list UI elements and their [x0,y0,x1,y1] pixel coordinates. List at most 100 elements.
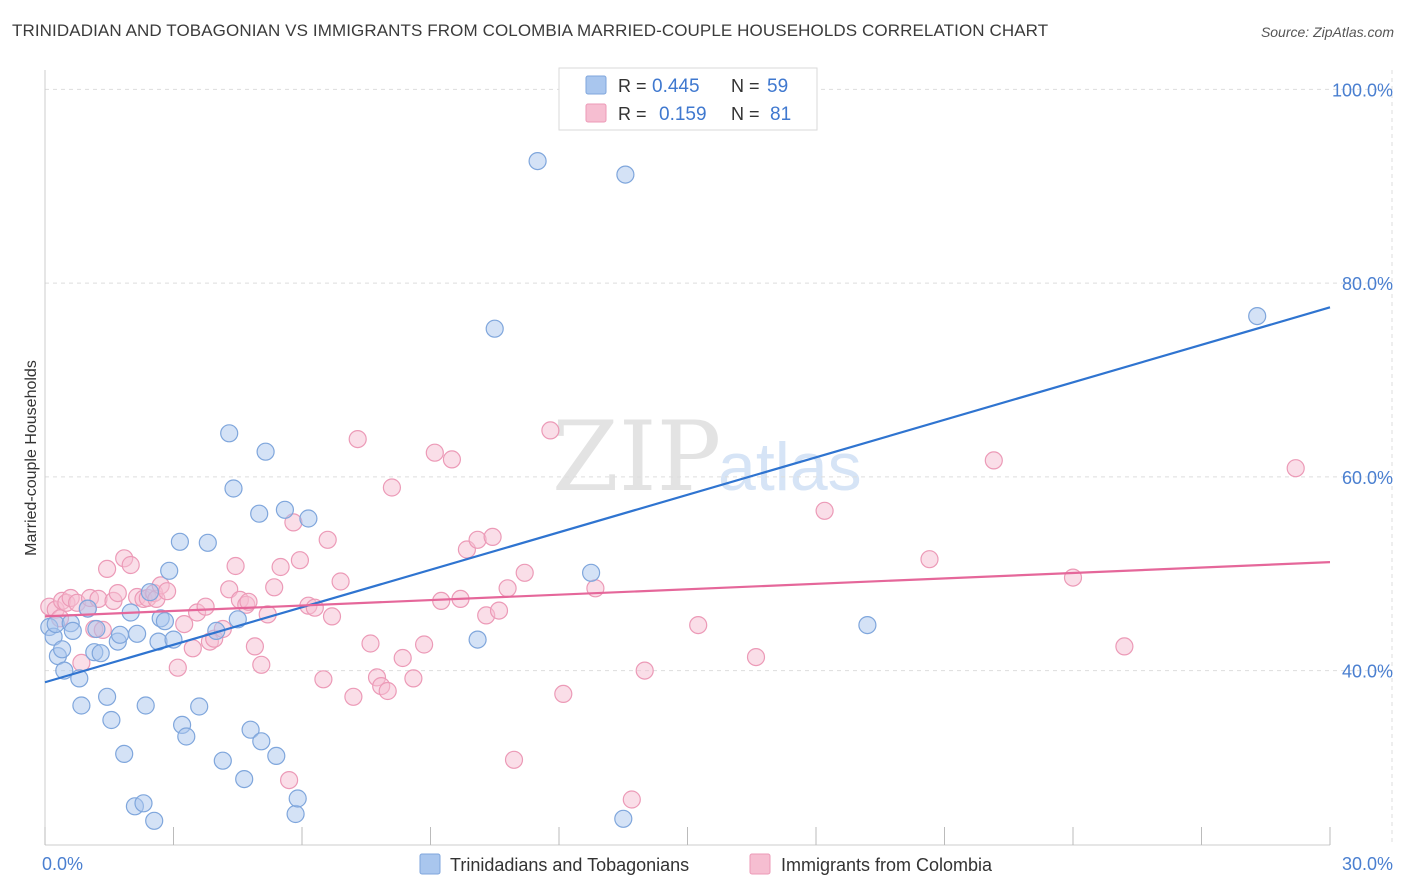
point-immigrants-from-colombia [393,648,412,668]
point-immigrants-from-colombia [378,681,397,701]
point-trinidadians-and-tobagonians [102,710,121,730]
point-immigrants-from-colombia [689,615,708,635]
point-trinidadians-and-tobagonians [252,732,271,751]
bottom-legend-swatch-pink [749,853,771,875]
point-trinidadians-and-tobagonians [110,625,130,644]
legend-n-value-blue: 59 [767,76,788,97]
point-immigrants-from-colombia [746,647,766,667]
point-trinidadians-and-tobagonians [78,599,97,618]
point-trinidadians-and-tobagonians [63,621,82,641]
point-immigrants-from-colombia [271,557,290,577]
legend-swatch-blue [585,75,607,95]
point-immigrants-from-colombia [344,687,363,706]
point-trinidadians-and-tobagonians [134,794,153,813]
point-trinidadians-and-tobagonians [72,696,91,715]
x-tick-labels: 0.0% 30.0% [42,854,1393,874]
point-trinidadians-and-tobagonians [235,769,254,789]
x-tick-label: 30.0% [1342,854,1393,874]
point-immigrants-from-colombia [504,750,524,769]
point-trinidadians-and-tobagonians [616,165,635,184]
chart-title: TRINIDADIAN AND TOBAGONIAN VS IMMIGRANTS… [12,21,1049,40]
point-trinidadians-and-tobagonians [299,509,318,528]
point-trinidadians-and-tobagonians [858,615,877,635]
point-trinidadians-and-tobagonians [581,563,601,582]
point-immigrants-from-colombia [196,597,215,616]
legend-n-label-blue: N = [731,76,760,96]
point-trinidadians-and-tobagonians [468,630,487,649]
point-immigrants-from-colombia [322,607,342,626]
point-immigrants-from-colombia [483,527,502,547]
point-immigrants-from-colombia [425,443,444,462]
point-trinidadians-and-tobagonians [190,697,209,716]
bottom-legend-label-blue: Trinidadians and Tobagonians [450,855,689,875]
point-trinidadians-and-tobagonians [52,640,72,659]
legend-swatch-pink [585,103,607,123]
point-immigrants-from-colombia [252,655,271,674]
point-immigrants-from-colombia [348,430,367,449]
point-trinidadians-and-tobagonians [1248,307,1267,326]
point-immigrants-from-colombia [331,572,350,591]
legend-r-label-pink: R = [618,104,647,124]
trend-line-immigrants-from-colombia [44,561,1331,618]
point-trinidadians-and-tobagonians [267,746,286,766]
point-immigrants-from-colombia [226,556,245,576]
point-immigrants-from-colombia [382,478,401,497]
y-tick-label: 40.0% [1342,662,1393,682]
point-immigrants-from-colombia [121,555,140,575]
point-trinidadians-and-tobagonians [224,479,243,498]
y-tick-labels: 100.0% 80.0% 60.0% 40.0% [1332,80,1393,681]
point-immigrants-from-colombia [1286,459,1305,478]
point-trinidadians-and-tobagonians [288,789,307,808]
point-trinidadians-and-tobagonians [256,442,275,461]
point-trinidadians-and-tobagonians [140,583,159,602]
point-immigrants-from-colombia [183,639,202,658]
trend-line-trinidadians-and-tobagonians [44,306,1331,684]
point-immigrants-from-colombia [541,421,560,440]
point-immigrants-from-colombia [305,598,324,617]
point-trinidadians-and-tobagonians [145,811,164,830]
point-trinidadians-and-tobagonians [286,804,305,824]
point-trinidadians-and-tobagonians [91,644,110,663]
point-immigrants-from-colombia [318,530,337,549]
point-immigrants-from-colombia [622,790,641,809]
point-immigrants-from-colombia [314,670,333,689]
point-trinidadians-and-tobagonians [614,809,633,828]
point-immigrants-from-colombia [404,669,423,688]
point-immigrants-from-colombia [97,559,117,579]
point-trinidadians-and-tobagonians [177,727,196,746]
point-immigrants-from-colombia [290,551,309,570]
y-tick-label: 60.0% [1342,468,1393,488]
point-trinidadians-and-tobagonians [160,561,179,580]
series-trinidadians-and-tobagonians [40,152,1267,830]
point-immigrants-from-colombia [984,451,1003,470]
legend-r-value-pink: 0.159 [659,104,707,125]
point-trinidadians-and-tobagonians [250,504,269,523]
y-tick-label: 80.0% [1342,274,1393,294]
point-trinidadians-and-tobagonians [155,612,174,631]
series-legend: Trinidadians and Tobagonians Immigrants … [419,853,993,875]
bottom-legend-swatch-blue [419,853,441,875]
point-immigrants-from-colombia [168,658,187,677]
y-tick-label: 100.0% [1332,80,1393,100]
point-trinidadians-and-tobagonians [136,696,155,715]
point-immigrants-from-colombia [815,501,834,520]
point-trinidadians-and-tobagonians [275,500,294,519]
point-immigrants-from-colombia [265,578,284,597]
point-immigrants-from-colombia [280,770,299,790]
point-immigrants-from-colombia [1115,637,1134,656]
point-trinidadians-and-tobagonians [97,687,117,706]
point-trinidadians-and-tobagonians [115,744,134,764]
source-credit: Source: ZipAtlas.com [1260,24,1394,40]
point-immigrants-from-colombia [158,582,177,601]
point-trinidadians-and-tobagonians [528,152,547,171]
watermark-atlas: atlas [718,429,862,505]
point-immigrants-from-colombia [489,601,509,620]
point-trinidadians-and-tobagonians [213,751,232,770]
legend-n-value-pink: 81 [770,104,791,125]
x-tick-label: 0.0% [42,854,83,874]
bottom-legend-label-pink: Immigrants from Colombia [781,855,993,875]
point-trinidadians-and-tobagonians [128,624,147,643]
trend-lines [44,306,1331,684]
point-immigrants-from-colombia [361,634,380,653]
